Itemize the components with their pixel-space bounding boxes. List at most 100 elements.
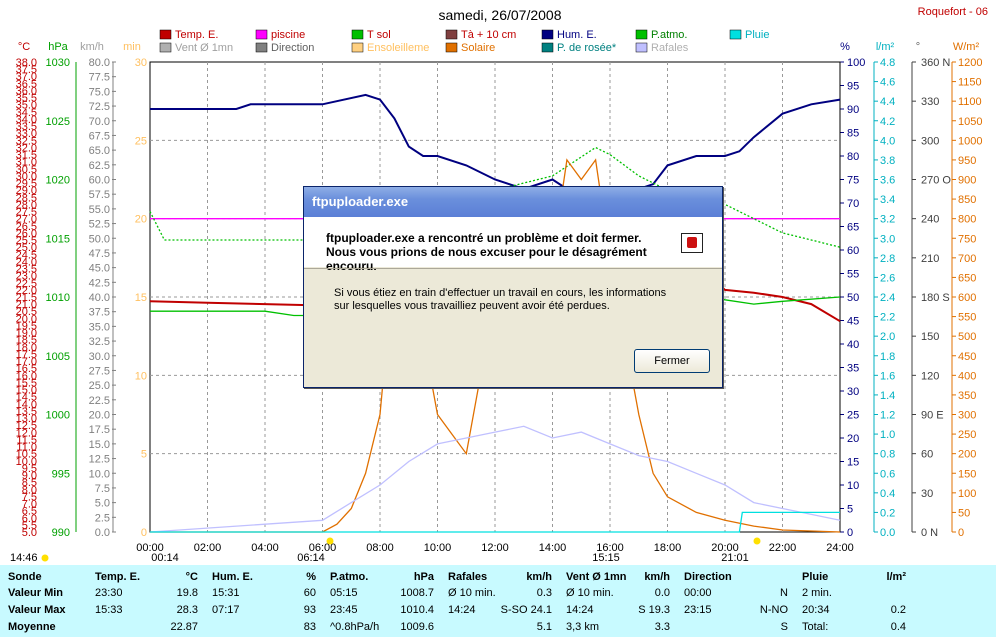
legend-label: Temp. E. xyxy=(175,29,218,41)
table-cell-time: 14:24 xyxy=(566,604,594,616)
wind-tick-label: 7.5 xyxy=(95,483,110,495)
table-cell-time: 20:34 xyxy=(802,604,830,616)
temp-tick-label: 29.0 xyxy=(16,185,37,197)
weather-chart: samedi, 26/07/2008 Roquefort - 06 Temp. … xyxy=(10,6,988,564)
table-cell-value: 60 xyxy=(303,587,316,599)
sun-tick-label: 0 xyxy=(141,527,147,539)
table-row-label: Moyenne xyxy=(8,621,56,633)
wind-tick-label: 20.0 xyxy=(89,410,110,422)
dialog-title[interactable]: ftpuploader.exe xyxy=(304,187,722,217)
axis-unit: W/m² xyxy=(953,41,980,53)
wind-tick-label: 12.5 xyxy=(89,454,110,466)
temp-tick-label: 5.0 xyxy=(22,527,37,539)
temp-tick-label: 22.5 xyxy=(16,278,37,290)
table-cell-time: 15:33 xyxy=(95,604,123,616)
x-tick-label: 20:00 xyxy=(711,542,739,554)
temp-tick-label: 37.0 xyxy=(16,71,37,83)
solar-tick-label: 300 xyxy=(958,410,976,422)
temp-tick-label: 34.0 xyxy=(16,114,37,126)
temp-tick-label: 6.0 xyxy=(22,513,37,525)
press-tick-label: 1005 xyxy=(46,351,70,363)
temp-tick-label: 8.5 xyxy=(22,477,37,489)
solar-tick-label: 0 xyxy=(958,527,964,539)
temp-tick-label: 14.0 xyxy=(16,399,37,411)
wind-tick-label: 70.0 xyxy=(89,116,110,128)
axis-unit: ° xyxy=(916,41,920,53)
solar-tick-label: 850 xyxy=(958,194,976,206)
solar-tick-label: 800 xyxy=(958,214,976,226)
axis-unit: l/m² xyxy=(876,41,895,53)
x-tick-label: 02:00 xyxy=(194,542,222,554)
table-cell-value: S 19.3 xyxy=(638,604,670,616)
table-cell-time: 05:15 xyxy=(330,587,358,599)
sun-icon xyxy=(753,537,761,545)
table-header: Hum. E. xyxy=(212,571,253,583)
axis-unit: min xyxy=(123,41,141,53)
table-header: Vent Ø 1mn xyxy=(566,571,627,583)
time-marks: 14:46 00:14 06:14 15:15 21:01 xyxy=(10,537,761,564)
wind-tick-label: 65.0 xyxy=(89,145,110,157)
rain-tick-label: 2.2 xyxy=(880,312,895,324)
noon-label: 15:15 xyxy=(592,552,620,564)
hum-tick-label: 90 xyxy=(847,104,859,116)
temp-tick-label: 15.0 xyxy=(16,385,37,397)
table-cell-value: 1008.7 xyxy=(400,587,434,599)
solar-tick-label: 1050 xyxy=(958,116,982,128)
table-cell-value: 0.2 xyxy=(890,604,906,616)
hum-tick-label: 0 xyxy=(847,527,853,539)
temp-tick-label: 12.5 xyxy=(16,420,37,432)
dir-tick-label: 120 xyxy=(921,370,939,382)
hum-tick-label: 55 xyxy=(847,269,859,281)
temp-tick-label: 11.5 xyxy=(16,434,37,446)
rain-tick-label: 3.4 xyxy=(880,194,895,206)
wind-tick-label: 5.0 xyxy=(95,498,110,510)
solar-tick-label: 350 xyxy=(958,390,976,402)
wind-tick-label: 72.5 xyxy=(89,101,110,113)
table-cell-time: 23:45 xyxy=(330,604,358,616)
legend-label: Tà + 10 cm xyxy=(461,29,516,41)
table-header: Temp. E. xyxy=(95,571,141,583)
legend-swatch xyxy=(729,29,742,40)
hum-tick-label: 70 xyxy=(847,198,859,210)
solar-tick-label: 550 xyxy=(958,312,976,324)
temp-tick-label: 24.0 xyxy=(16,256,37,268)
solar-tick-label: 400 xyxy=(958,370,976,382)
chart-title: samedi, 26/07/2008 xyxy=(439,7,562,23)
station-name: Roquefort - 06 xyxy=(918,6,988,18)
temp-tick-label: 13.5 xyxy=(16,406,37,418)
solar-tick-label: 500 xyxy=(958,331,976,343)
wind-tick-label: 67.5 xyxy=(89,130,110,142)
temp-tick-label: 35.0 xyxy=(16,100,37,112)
hum-tick-label: 50 xyxy=(847,292,859,304)
wind-tick-label: 42.5 xyxy=(89,277,110,289)
legend-swatch xyxy=(159,42,172,53)
rain-tick-label: 1.8 xyxy=(880,351,895,363)
table-cell-time: 23:30 xyxy=(95,587,123,599)
close-button[interactable]: Fermer xyxy=(634,349,710,373)
rain-tick-label: 4.6 xyxy=(880,77,895,89)
table-cell-value: S-SO 24.1 xyxy=(500,604,552,616)
temp-tick-label: 29.5 xyxy=(16,178,37,190)
legend-swatch xyxy=(541,29,554,40)
solar-tick-label: 100 xyxy=(958,488,976,500)
table-header-unit: km/h xyxy=(644,571,670,583)
table-header: Pluie xyxy=(802,571,829,583)
temp-tick-label: 13.0 xyxy=(16,413,37,425)
temp-tick-label: 35.5 xyxy=(16,93,37,105)
series xyxy=(149,93,841,533)
hum-tick-label: 100 xyxy=(847,57,865,69)
table-cell-value: 0.3 xyxy=(536,587,552,599)
table-header-unit: % xyxy=(306,571,316,583)
temp-tick-label: 11.0 xyxy=(16,442,37,454)
hum-tick-label: 30 xyxy=(847,386,859,398)
rain-tick-label: 1.4 xyxy=(880,390,895,402)
press-tick-label: 1000 xyxy=(46,410,70,422)
rain-tick-label: 4.8 xyxy=(880,57,895,69)
solar-tick-label: 250 xyxy=(958,429,976,441)
legend-label: Hum. E. xyxy=(557,29,597,41)
solar-tick-label: 750 xyxy=(958,233,976,245)
temp-tick-label: 21.5 xyxy=(16,292,37,304)
axis-unit: hPa xyxy=(48,41,68,53)
temp-tick-label: 30.5 xyxy=(16,164,37,176)
table-cell-value: 1010.4 xyxy=(400,604,434,616)
